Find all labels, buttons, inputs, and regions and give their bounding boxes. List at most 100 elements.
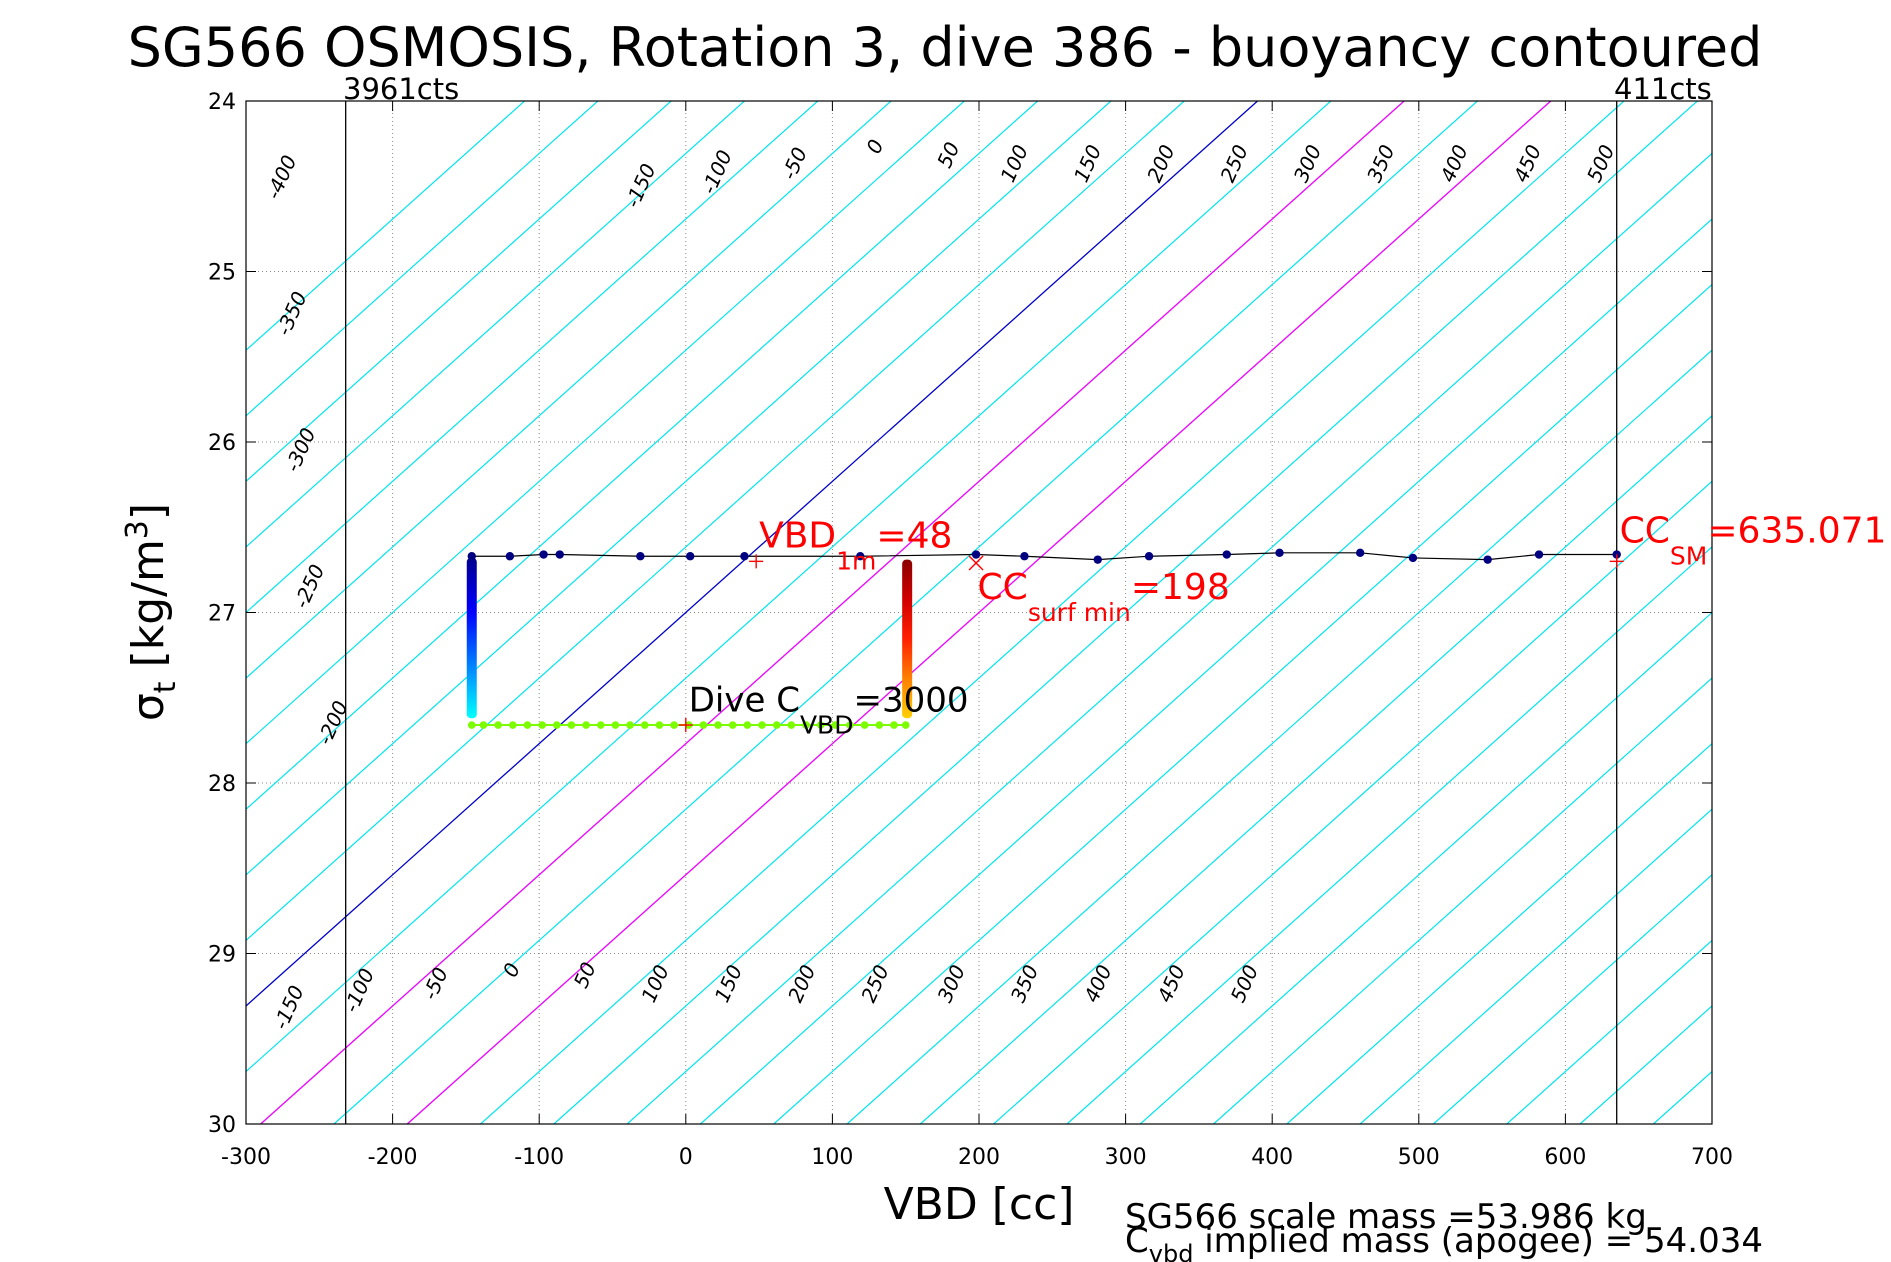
annotation-cc-surf-min-sub: surf min [1028,598,1131,627]
contour-line-cyan [246,101,892,679]
annotation-dive-c-vbd-sub: VBD [800,710,854,739]
contour-line-cyan [246,101,1039,811]
data-point [567,721,576,729]
annotation-vbd-1m-rest: =48 [876,516,952,557]
axis-ticks [245,100,1713,1125]
contour-line-cyan [773,283,1712,1124]
y-tick-label: 28 [208,772,236,797]
x-tick-label: 100 [811,1145,853,1170]
contour-line-cyan [246,101,599,417]
data-point [1093,555,1102,564]
y-tick-label: 27 [208,602,236,627]
x-tick-label: 0 [679,1145,693,1170]
marker-plus [749,554,764,569]
data-point [479,721,488,729]
data-point [856,552,865,561]
contour-line-cyan [553,101,1698,1124]
marker-stroke [968,555,984,571]
data-point [467,721,476,729]
annotation-cc-surf-min: CCsurf min=198 [978,567,1230,627]
data-point [901,721,910,729]
counts-left-label: 3961cts [343,72,459,106]
x-tick-label: -300 [221,1145,271,1170]
contour-line-cyan [246,101,525,351]
descent-colored-segment [466,557,477,719]
x-tick-label: 400 [1251,1145,1293,1170]
data-point [875,721,884,729]
data-point [971,550,981,559]
data-point [582,721,590,729]
y-tick-label: 25 [208,261,236,286]
contour-line-cyan [700,218,1712,1124]
y-axis-label-rest: [kg/m [123,539,174,681]
data-point [787,721,796,729]
annotation-cc-surf-min-rest: =198 [1131,567,1230,608]
annotation-dive-c-vbd-main: Dive C [689,680,800,720]
data-point [1222,550,1231,559]
y-tick-label: 30 [208,1113,236,1138]
x-tick-label: 200 [958,1145,1000,1170]
contour-line-cyan [246,101,819,614]
data-point [860,721,869,729]
contour-line-cyan [246,101,745,548]
y-tick-label: 26 [208,431,236,456]
annotation-vbd-1m: VBD1m=48 [759,516,952,576]
contour-line-cyan [246,101,672,483]
x-tick-label: 600 [1544,1145,1586,1170]
data-point [740,552,749,561]
data-point [816,721,825,729]
contour-line-cyan [246,101,1112,876]
y-axis-label-sup: 3 [120,520,155,539]
contour-line-cyan [246,101,1332,1073]
y-axis-label: σt [kg/m3] [120,503,183,721]
x-tick-label: 700 [1691,1145,1733,1170]
data-point [539,550,548,559]
data-point [728,721,737,729]
annotation-cc-sm-sub: SM [1670,542,1707,571]
data-point [1534,550,1544,559]
x-tick-label: -100 [514,1145,564,1170]
data-point [596,721,605,729]
footer-implied-mass: Cvbd implied mass (apogee) = 54.034 [1125,1221,1763,1262]
data-point [626,721,634,729]
data-point [611,721,620,729]
y-tick-label: 24 [208,90,236,115]
contour-line-cyan [246,101,1185,942]
contour-line-cyan [246,101,965,745]
footer-implied-mass-rest: implied mass (apogee) = 54.034 [1193,1221,1763,1261]
data-point [523,721,532,729]
buoyancy-contours [246,101,1891,1124]
data-point [699,721,708,729]
data-point [552,721,561,729]
data-point [467,552,476,561]
counts-right-label: 411cts [1614,72,1712,106]
data-series [466,548,1621,729]
data-point [685,552,695,561]
data-point [1275,548,1284,558]
contour-line-cyan [1139,611,1712,1124]
contour-line-cyan [1359,808,1712,1124]
contour-line-cyan [1213,677,1712,1124]
annotation-cc-sm: CCSM=635.071 [1620,511,1887,571]
contour-line-cyan [480,101,1625,1124]
y-axis-label-close: ] [123,503,174,520]
y-axis-label-main: σ [123,693,174,721]
contour-line-cyan [1286,742,1712,1124]
data-point [758,721,766,729]
contour-line-magenta [406,101,1552,1124]
data-point [505,552,515,561]
data-point [831,721,840,729]
contour-line-magenta [260,101,1405,1124]
marker-cross [968,555,984,571]
marker-plus [678,718,693,733]
data-point [494,721,502,729]
contour-line-cyan [1727,101,1891,1124]
contour-line-cyan [1433,874,1712,1124]
data-point [1355,548,1365,558]
reference-markers [678,554,1624,733]
marker-plus [1609,554,1624,569]
annotation-dive-c-vbd-rest: =3000 [853,680,968,720]
x-tick-label: 500 [1398,1145,1440,1170]
ascent-colored-segment [902,559,913,719]
